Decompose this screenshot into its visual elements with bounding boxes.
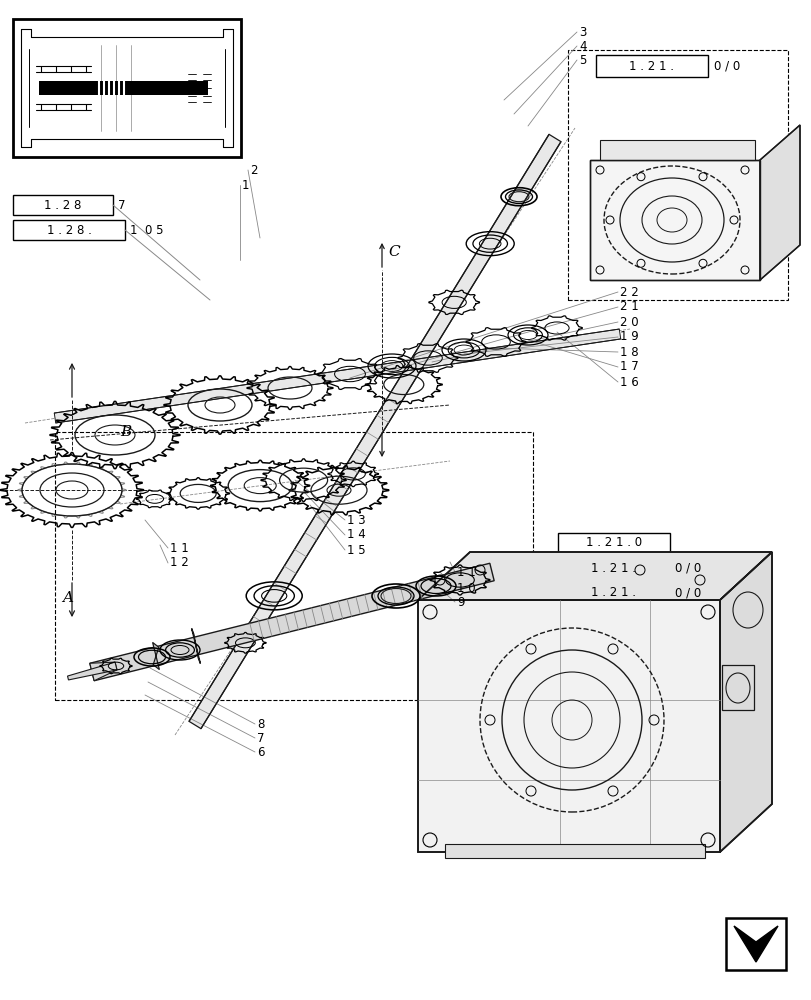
Text: 8: 8 [257,717,264,730]
Text: 7: 7 [257,731,264,744]
Text: 6: 6 [257,745,264,758]
Bar [39,81,208,95]
Text: 1 . 2 1 .: 1 . 2 1 . [590,586,636,599]
Bar [721,665,753,710]
Text: 0 / 0: 0 / 0 [674,586,701,599]
Text: 2 1: 2 1 [620,300,638,314]
Polygon shape [719,552,771,852]
Text: 1 1: 1 1 [457,566,475,578]
Text: 1: 1 [242,179,249,192]
Text: 0 / 0: 0 / 0 [674,562,701,574]
Polygon shape [418,600,719,852]
Text: 1 . 2 8 .: 1 . 2 8 . [46,224,92,237]
Text: 1  0 5: 1 0 5 [130,224,163,237]
Polygon shape [54,329,620,423]
Text: 1 8: 1 8 [620,346,637,359]
Polygon shape [67,662,117,680]
Text: A: A [62,591,73,605]
Text: 7: 7 [118,199,126,212]
Bar [568,50,787,300]
Text: 2 0: 2 0 [620,316,637,328]
Text: 4: 4 [578,40,586,53]
Bar [595,55,707,77]
Text: 1 1: 1 1 [169,542,188,554]
Polygon shape [152,642,159,670]
Text: 2 2: 2 2 [620,286,638,298]
Bar [557,558,669,578]
Text: 1 0: 1 0 [457,582,475,594]
Bar [444,844,704,858]
Polygon shape [90,563,494,681]
Text: 1 . 2 8: 1 . 2 8 [45,199,82,212]
Text: 1 . 2 1 . 0: 1 . 2 1 . 0 [586,536,642,550]
Bar [13,195,113,215]
Bar [557,533,669,553]
Polygon shape [189,134,560,729]
Polygon shape [418,552,771,600]
Bar [13,19,241,157]
Text: B: B [120,425,131,439]
Bar [557,583,669,603]
Polygon shape [759,125,799,280]
Text: C: C [388,245,399,259]
Text: 0 / 0: 0 / 0 [713,60,740,73]
Bar [55,432,532,700]
Text: 1 . 2 1 .: 1 . 2 1 . [629,60,674,73]
Text: 9: 9 [457,595,464,608]
Text: 1 . 2 1 .: 1 . 2 1 . [590,562,636,574]
Text: 1 9: 1 9 [620,330,638,344]
Polygon shape [733,926,777,962]
Bar [599,140,754,160]
Text: 1 7: 1 7 [620,360,638,373]
Polygon shape [191,629,200,663]
Polygon shape [90,662,117,681]
Polygon shape [590,160,759,280]
Text: 1 6: 1 6 [620,375,638,388]
Text: 2: 2 [250,164,257,177]
Text: 1 3: 1 3 [346,514,365,526]
Text: 1 5: 1 5 [346,544,365,556]
Bar [725,918,785,970]
Text: 3: 3 [578,26,586,39]
Text: 5: 5 [578,54,586,67]
Bar [13,220,125,240]
Text: 1 2: 1 2 [169,556,188,570]
Text: 1 4: 1 4 [346,528,365,542]
